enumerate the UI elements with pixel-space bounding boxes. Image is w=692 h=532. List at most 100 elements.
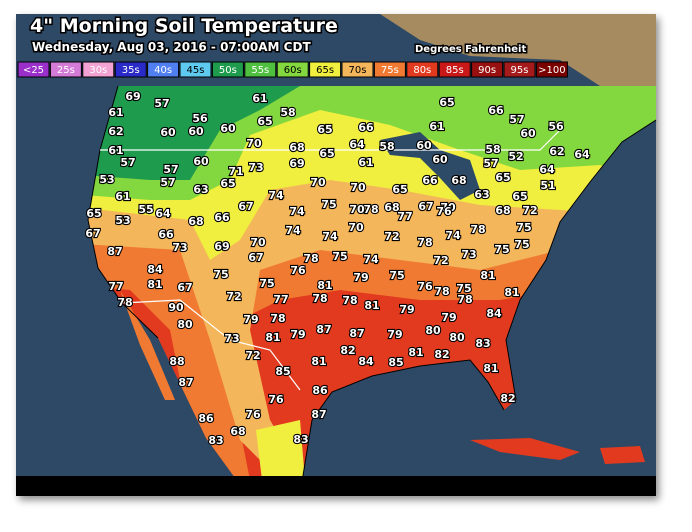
station-value: 75 (494, 243, 509, 256)
station-value: 76 (268, 393, 284, 406)
station-value: 70 (348, 221, 364, 234)
station-value: 66 (488, 104, 504, 117)
station-value: 64 (155, 207, 171, 220)
station-value: 81 (483, 362, 498, 375)
station-value: 75 (213, 268, 228, 281)
station-value: 56 (192, 112, 208, 125)
station-value: 73 (248, 161, 263, 174)
station-value: 60 (188, 125, 204, 138)
station-value: 60 (520, 127, 536, 140)
station-value: 82 (340, 344, 355, 357)
legend-label: 80s (413, 65, 431, 76)
legend-swatch (503, 61, 536, 78)
station-value: 62 (549, 145, 564, 158)
station-value: 73 (461, 248, 476, 261)
station-value: 80 (449, 331, 465, 344)
units: Degrees Fahrenheit (415, 44, 526, 55)
station-value: 68 (188, 215, 203, 228)
subtitle: Wednesday, Aug 03, 2016 - 07:00AM CDT (32, 40, 311, 54)
station-value: 74 (445, 229, 461, 242)
station-value: 64 (349, 138, 365, 151)
baja (120, 290, 175, 400)
legend-label: 30s (89, 65, 107, 76)
station-value: 81 (147, 278, 162, 291)
station-value: 70 (350, 181, 366, 194)
legend-swatch (114, 61, 147, 78)
legend-label: 65s (316, 65, 334, 76)
station-value: 86 (198, 412, 214, 425)
station-value: 65 (257, 115, 272, 128)
station-value: 60 (416, 139, 432, 152)
station-value: 70 (440, 201, 456, 214)
station-value: 75 (389, 269, 404, 282)
station-value: 85 (275, 365, 290, 378)
legend-swatch (17, 61, 50, 78)
station-value: 81 (408, 346, 423, 359)
station-value: 65 (220, 177, 235, 190)
legend-label: 25s (57, 65, 75, 76)
canada-land (380, 14, 656, 86)
station-value: 76 (290, 264, 306, 277)
borders (100, 129, 561, 391)
station-value: 87 (178, 376, 193, 389)
station-value: 86 (312, 384, 328, 397)
station-value: 75 (514, 238, 529, 251)
station-value: 53 (115, 214, 130, 227)
legend-label: >100 (538, 65, 565, 76)
station-value: 82 (500, 392, 515, 405)
station-value: 52 (508, 150, 523, 163)
station-value: 77 (108, 280, 123, 293)
station-value: 67 (238, 200, 253, 213)
great-lakes (380, 132, 480, 200)
station-value: 78 (312, 292, 327, 305)
station-value: 74 (363, 253, 379, 266)
legend-swatch (438, 61, 471, 78)
station-value: 65 (392, 183, 407, 196)
legend-label: 45s (187, 65, 205, 76)
station-value: 71 (228, 165, 243, 178)
station-value: 81 (265, 331, 280, 344)
station-value: 76 (436, 205, 452, 218)
station-value: 79 (441, 311, 456, 324)
station-value: 66 (358, 121, 374, 134)
legend: <25 25s 30s 35s 40s 45s 50s 55s 60s 65s 70s 75s 80s 8… (17, 61, 568, 78)
legend-swatch (471, 61, 504, 78)
station-value: 82 (434, 348, 449, 361)
station-value: 58 (379, 140, 394, 153)
station-value: 72 (433, 254, 448, 267)
station-value: 81 (317, 279, 332, 292)
station-value: 63 (193, 183, 208, 196)
cuba (470, 438, 580, 460)
legend-swatch (373, 61, 406, 78)
station-value: 65 (317, 123, 332, 136)
station-value: 74 (268, 189, 284, 202)
station-value: 78 (117, 296, 132, 309)
station-value: 66 (214, 211, 230, 224)
legend-label: 85s (446, 65, 464, 76)
station-value: 83 (208, 434, 223, 447)
station-value: 87 (311, 408, 326, 421)
station-value: 61 (108, 144, 123, 157)
coastline (87, 85, 657, 483)
legend-swatch (276, 61, 309, 78)
station-value: 57 (163, 163, 178, 176)
station-value: 66 (422, 174, 438, 187)
station-value: 61 (358, 156, 373, 169)
station-value: 83 (475, 337, 490, 350)
bottom-bar (16, 476, 656, 496)
station-value: 58 (280, 106, 295, 119)
station-value: 57 (160, 176, 175, 189)
legend-swatch (82, 61, 115, 78)
legend-swatch (309, 61, 342, 78)
station-value: 77 (273, 293, 288, 306)
station-value: 78 (363, 203, 378, 216)
station-value: 66 (158, 228, 174, 241)
station-value: 56 (548, 120, 564, 133)
station-value: 57 (120, 156, 135, 169)
station-value: 80 (425, 324, 441, 337)
station-value: 69 (289, 157, 304, 170)
station-value: 68 (451, 174, 466, 187)
legend-label: 40s (154, 65, 172, 76)
